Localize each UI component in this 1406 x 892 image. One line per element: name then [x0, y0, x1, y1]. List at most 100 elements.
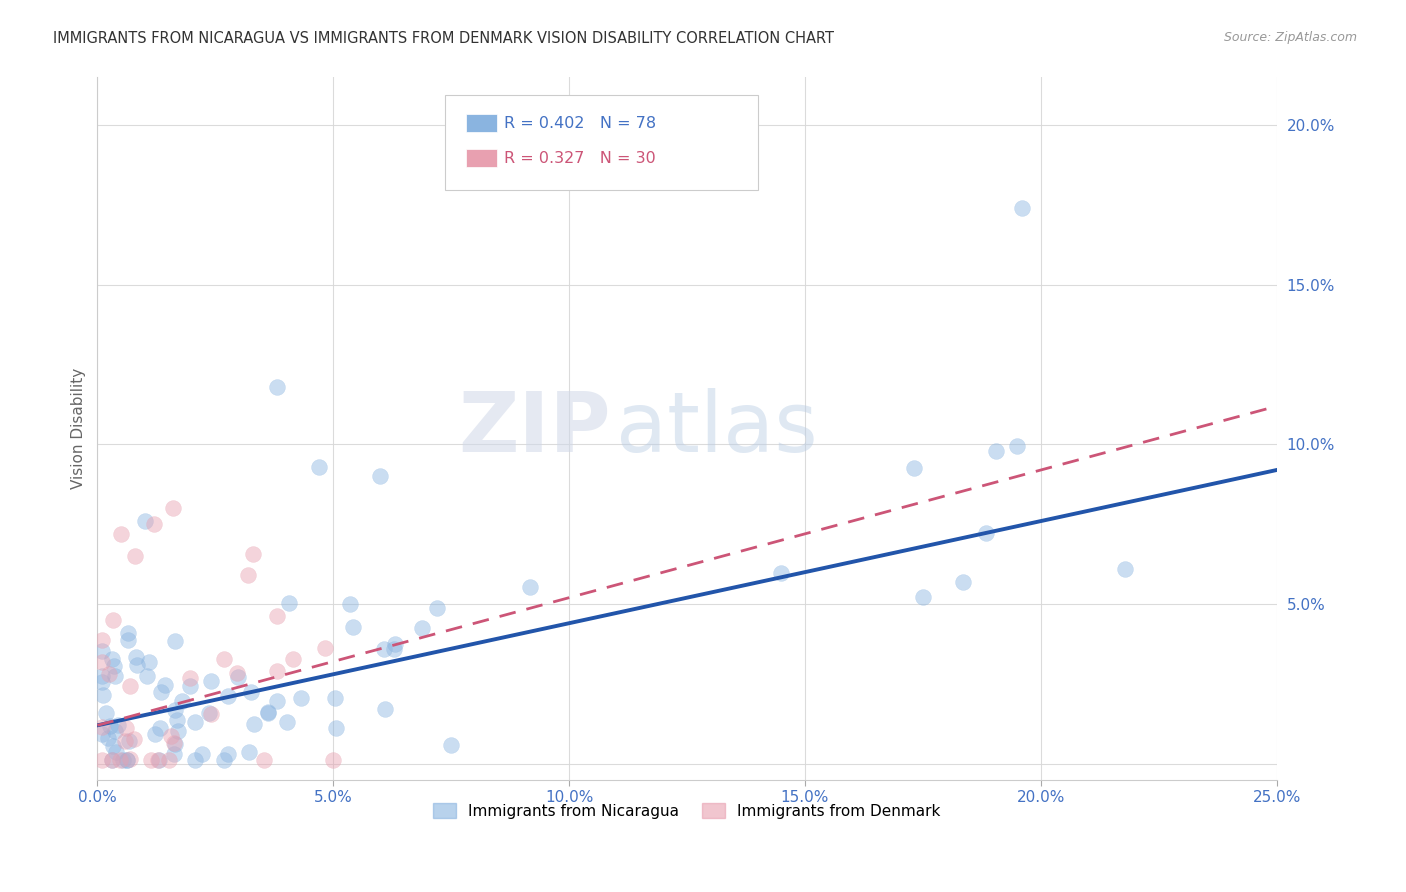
Point — [103, 613, 125, 627]
Point — [903, 460, 925, 475]
Text: ZIP: ZIP — [458, 388, 610, 469]
Point — [162, 747, 184, 762]
Point — [184, 754, 207, 768]
Point — [370, 469, 392, 483]
Point — [240, 685, 263, 699]
Point — [91, 633, 114, 648]
Point — [1114, 562, 1136, 576]
Text: R = 0.402   N = 78: R = 0.402 N = 78 — [505, 116, 657, 130]
Point — [170, 694, 193, 708]
Point — [115, 754, 138, 768]
Point — [165, 633, 187, 648]
Point — [166, 714, 188, 728]
Text: IMMIGRANTS FROM NICARAGUA VS IMMIGRANTS FROM DENMARK VISION DISABILITY CORRELATI: IMMIGRANTS FROM NICARAGUA VS IMMIGRANTS … — [53, 31, 834, 46]
Point — [1005, 439, 1028, 453]
Point — [374, 702, 396, 716]
Point — [153, 678, 176, 692]
Point — [308, 459, 330, 474]
Point — [166, 723, 188, 738]
Point — [1011, 202, 1033, 216]
Point — [91, 644, 114, 658]
Point — [107, 718, 129, 732]
Point — [118, 679, 141, 693]
Text: R = 0.327   N = 30: R = 0.327 N = 30 — [505, 151, 657, 166]
Point — [134, 514, 156, 528]
Point — [100, 754, 122, 768]
Point — [117, 625, 139, 640]
Point — [382, 641, 405, 656]
Point — [162, 501, 184, 516]
Point — [163, 736, 186, 750]
Point — [94, 706, 117, 721]
Point — [157, 754, 180, 768]
Point — [217, 747, 239, 761]
FancyBboxPatch shape — [467, 114, 498, 132]
Point — [257, 706, 280, 721]
Point — [145, 727, 167, 741]
Point — [212, 754, 235, 768]
Point — [242, 547, 264, 561]
Point — [191, 747, 214, 762]
Point — [124, 549, 146, 564]
Point — [911, 591, 934, 605]
Point — [198, 706, 221, 720]
Point — [184, 714, 207, 729]
Point — [91, 754, 114, 768]
Point — [212, 651, 235, 665]
Point — [314, 641, 336, 656]
Point — [426, 600, 449, 615]
Point — [114, 734, 136, 748]
Point — [984, 444, 1007, 458]
Point — [339, 597, 361, 611]
Point — [160, 729, 183, 743]
Point — [118, 734, 141, 748]
Point — [770, 566, 793, 580]
Point — [411, 621, 433, 635]
Point — [103, 739, 125, 754]
Point — [139, 754, 162, 768]
Y-axis label: Vision Disability: Vision Disability — [72, 368, 86, 489]
Point — [108, 754, 131, 768]
Point — [110, 526, 132, 541]
Point — [238, 567, 260, 582]
Point — [163, 703, 186, 717]
Point — [114, 721, 136, 735]
Point — [91, 669, 114, 683]
Point — [115, 754, 138, 768]
Point — [127, 658, 149, 673]
Point — [91, 720, 114, 734]
Point — [266, 380, 288, 394]
Point — [323, 691, 346, 706]
Point — [125, 650, 148, 665]
Point — [200, 674, 222, 689]
Point — [148, 754, 170, 768]
FancyBboxPatch shape — [446, 95, 758, 190]
Point — [373, 641, 395, 656]
Point — [100, 652, 122, 666]
Point — [122, 732, 145, 747]
Point — [179, 671, 201, 685]
Point — [276, 715, 298, 730]
Point — [149, 685, 172, 699]
Point — [91, 688, 114, 702]
Point — [146, 754, 169, 768]
Point — [104, 724, 127, 739]
Point — [138, 655, 160, 669]
Point — [200, 706, 222, 721]
Point — [97, 667, 120, 681]
Point — [283, 651, 305, 665]
Point — [322, 754, 344, 768]
Point — [952, 575, 974, 590]
Point — [91, 656, 114, 670]
Point — [103, 669, 125, 683]
Point — [226, 670, 249, 684]
Point — [101, 754, 124, 768]
Point — [290, 691, 312, 706]
Text: Source: ZipAtlas.com: Source: ZipAtlas.com — [1223, 31, 1357, 45]
Text: atlas: atlas — [616, 388, 818, 469]
Point — [384, 637, 406, 651]
Point — [120, 752, 142, 766]
Point — [179, 679, 201, 693]
Point — [266, 609, 288, 624]
Point — [163, 738, 186, 752]
